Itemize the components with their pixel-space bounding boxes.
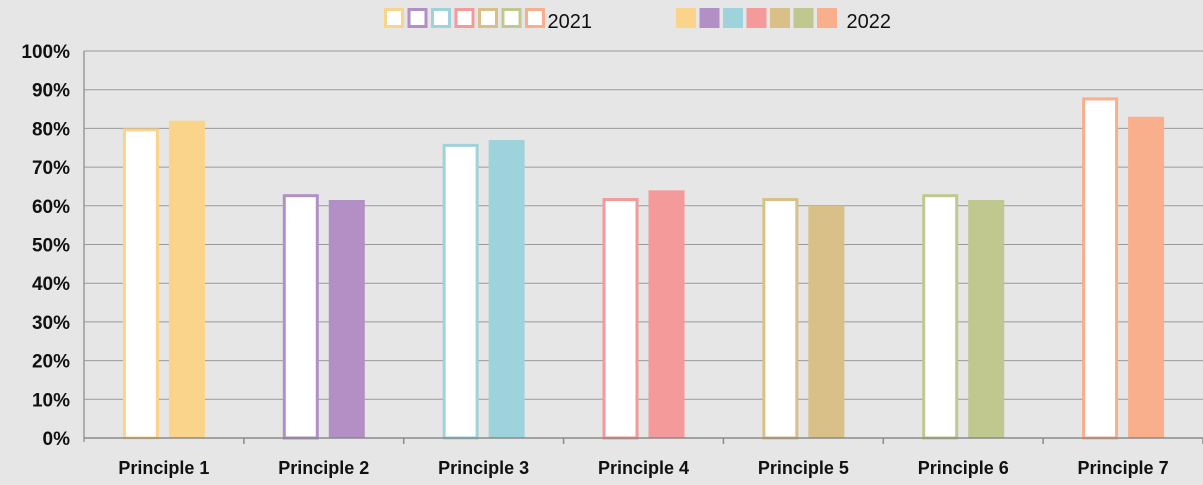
y-tick-label: 40% xyxy=(32,274,70,295)
legend-swatch-2021 xyxy=(525,8,545,28)
legend-swatch-2022 xyxy=(817,8,837,28)
x-axis: Principle 1 Principle 2 Principle 3 Princip… xyxy=(83,51,1203,478)
bar-2022-7 xyxy=(1128,116,1165,438)
legend-swatch-2021 xyxy=(384,8,404,28)
bar-2022-4 xyxy=(648,190,685,438)
x-category-label: Principle 4 xyxy=(598,458,689,478)
y-tick-label: 100% xyxy=(21,42,70,63)
y-axis-ticks: 0% 10% 20% 30% 40% 50% 60% 70% 80% 90% 100% xyxy=(21,42,70,450)
bar-2021-2 xyxy=(282,194,319,440)
bar-2021-4 xyxy=(602,198,639,440)
legend-swatch-2021 xyxy=(407,8,428,28)
bar-2022-6 xyxy=(968,199,1005,438)
bar-2021-6 xyxy=(922,194,959,440)
legend-label-2021: 2021 xyxy=(548,11,593,33)
y-tick-label: 0% xyxy=(43,429,71,450)
bar-2022-2 xyxy=(328,199,365,438)
x-category-label: Principle 1 xyxy=(118,458,209,478)
bar-2022-5 xyxy=(808,205,845,438)
y-tick-label: 60% xyxy=(32,197,70,218)
legend-swatch-2021 xyxy=(478,8,498,28)
legend-swatch-2022 xyxy=(676,8,696,28)
x-category-label: Principle 7 xyxy=(1078,458,1169,478)
y-tick-label: 30% xyxy=(32,313,70,334)
legend-swatch-2022 xyxy=(770,8,790,28)
x-category-label: Principle 2 xyxy=(278,458,369,478)
bar-2022-3 xyxy=(488,140,525,438)
x-category-label: Principle 6 xyxy=(918,458,1009,478)
y-tick-label: 10% xyxy=(32,390,70,411)
y-tick-label: 90% xyxy=(32,81,70,102)
x-category-label: Principle 5 xyxy=(758,458,849,478)
legend: 2021 2022 xyxy=(384,8,892,33)
y-tick-label: 50% xyxy=(32,236,70,257)
legend-swatch-2021 xyxy=(431,8,451,28)
legend-swatch-2021 xyxy=(501,8,522,28)
legend-swatch-2021 xyxy=(454,8,475,28)
legend-swatch-2022 xyxy=(746,8,767,28)
y-tick-label: 80% xyxy=(32,119,70,140)
legend-label-2022: 2022 xyxy=(847,11,892,33)
x-category-label: Principle 3 xyxy=(438,458,529,478)
y-tick-label: 20% xyxy=(32,352,70,373)
legend-swatch-2022 xyxy=(793,8,814,28)
y-tick-label: 70% xyxy=(32,158,70,179)
bars xyxy=(122,97,1165,440)
bar-2022-1 xyxy=(168,120,205,438)
gridlines xyxy=(84,50,1203,400)
bar-2021-7 xyxy=(1082,97,1119,440)
bar-2021-3 xyxy=(442,143,479,440)
bar-2021-1 xyxy=(122,128,159,440)
legend-swatch-2022 xyxy=(723,8,743,28)
bar-2021-5 xyxy=(762,198,799,440)
legend-swatch-2022 xyxy=(699,8,720,28)
